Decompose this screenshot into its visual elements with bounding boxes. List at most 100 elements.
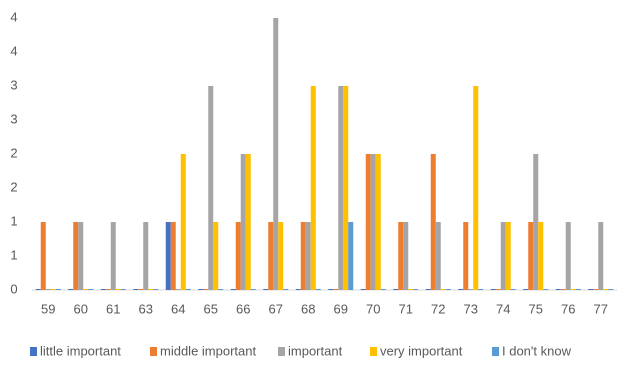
- x-tick-label: 70: [366, 301, 380, 316]
- bar: [543, 289, 549, 290]
- bar: [55, 289, 61, 290]
- legend-swatch: [278, 347, 285, 356]
- legend-label: important: [288, 343, 343, 358]
- bar: [170, 222, 176, 290]
- bar: [250, 289, 256, 290]
- bar: [240, 154, 246, 290]
- bar: [430, 154, 436, 290]
- x-tick-label: 69: [334, 301, 348, 316]
- bar: [458, 289, 464, 290]
- bar: [120, 289, 126, 290]
- y-tick-label: 1: [10, 213, 17, 228]
- bar: [500, 222, 506, 290]
- bar: [565, 222, 571, 290]
- bar: [603, 289, 609, 290]
- x-tick-label: 73: [464, 301, 478, 316]
- x-tick-label: 74: [496, 301, 510, 316]
- bar: [268, 222, 274, 290]
- bar: [235, 222, 241, 290]
- bar: [198, 289, 204, 290]
- bar: [45, 289, 51, 290]
- bar: [165, 222, 171, 290]
- bar: [370, 154, 376, 290]
- bar: [273, 18, 279, 290]
- x-tick-label: 60: [74, 301, 88, 316]
- bar: [533, 154, 539, 290]
- bar: [185, 289, 191, 290]
- bar: [375, 154, 381, 290]
- legend-swatch: [30, 347, 37, 356]
- bar: [208, 86, 214, 290]
- bar: [435, 222, 441, 290]
- legend-swatch: [150, 347, 157, 356]
- bar: [505, 222, 511, 290]
- bar: [100, 289, 106, 290]
- x-tick-label: 72: [431, 301, 445, 316]
- bar: [588, 289, 594, 290]
- bar: [315, 289, 321, 290]
- legend-swatch: [370, 347, 377, 356]
- x-tick-label: 75: [529, 301, 543, 316]
- x-tick-label: 66: [236, 301, 250, 316]
- bar: [408, 289, 414, 290]
- bar: [110, 222, 116, 290]
- bar: [203, 289, 209, 290]
- x-tick-label: 77: [594, 301, 608, 316]
- y-tick-label: 2: [10, 145, 17, 160]
- y-tick-label: 3: [10, 111, 17, 126]
- bar: [300, 222, 306, 290]
- bar: [495, 289, 501, 290]
- bar: [263, 289, 269, 290]
- bar: [523, 289, 529, 290]
- bar: [413, 289, 419, 290]
- bar: [473, 86, 479, 290]
- bar: [50, 289, 56, 290]
- bar: [338, 86, 344, 290]
- bar: [105, 289, 111, 290]
- bar: [398, 222, 404, 290]
- bar: [133, 289, 139, 290]
- y-tick-label: 4: [10, 43, 17, 58]
- bar: [365, 154, 371, 290]
- bar: [83, 289, 89, 290]
- bar: [153, 289, 159, 290]
- bar: [328, 289, 334, 290]
- bar: [440, 289, 446, 290]
- bar: [143, 222, 149, 290]
- bar: [468, 289, 474, 290]
- bar: [478, 289, 484, 290]
- bar: [560, 289, 566, 290]
- bar: [40, 222, 46, 290]
- bar: [88, 289, 94, 290]
- bar: [575, 289, 581, 290]
- legend-label: little important: [40, 343, 121, 358]
- legend-label: I don't know: [502, 343, 572, 358]
- bar: [528, 222, 534, 290]
- bar: [593, 289, 599, 290]
- y-tick-label: 3: [10, 77, 17, 92]
- x-tick-label: 59: [41, 301, 55, 316]
- bar: [343, 86, 349, 290]
- bar: [175, 289, 181, 290]
- bar: [68, 289, 74, 290]
- bar: [538, 222, 544, 290]
- x-tick-label: 64: [171, 301, 185, 316]
- x-tick-label: 68: [301, 301, 315, 316]
- y-tick-label: 0: [10, 281, 17, 296]
- bar: [310, 86, 316, 290]
- x-tick-label: 71: [399, 301, 413, 316]
- bar: [463, 222, 469, 290]
- y-tick-label: 1: [10, 247, 17, 262]
- legend-label: middle important: [160, 343, 256, 358]
- bar: [510, 289, 516, 290]
- legend-swatch: [492, 347, 499, 356]
- bar: [360, 289, 366, 290]
- bar: [138, 289, 144, 290]
- bar: [148, 289, 154, 290]
- bar: [425, 289, 431, 290]
- bar: [598, 222, 604, 290]
- y-tick-label: 2: [10, 179, 17, 194]
- x-tick-label: 61: [106, 301, 120, 316]
- bar: [115, 289, 121, 290]
- bar: [180, 154, 186, 290]
